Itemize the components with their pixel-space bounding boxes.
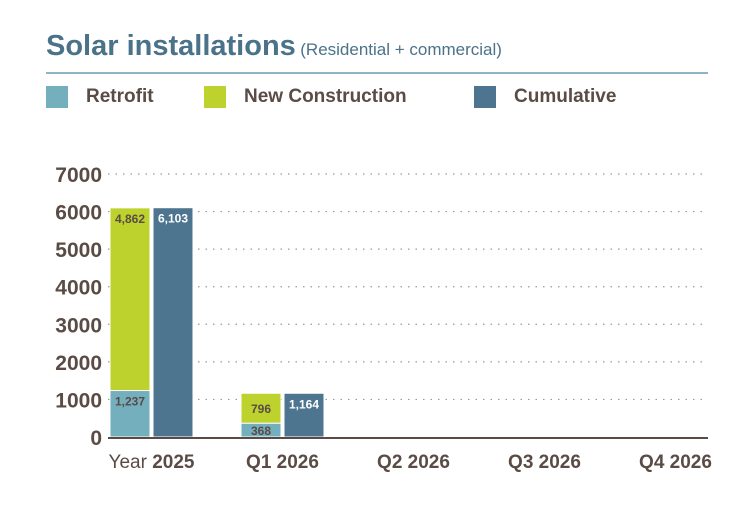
x-tick-prefix: Q3 — [508, 452, 539, 473]
bar-new-construction — [240, 392, 282, 424]
y-tick-label: 3000 — [55, 314, 102, 337]
bar-cumulative — [152, 207, 194, 438]
x-tick-label: Q3 2026 — [508, 452, 581, 473]
y-tick-label: 2000 — [55, 352, 102, 375]
x-tick-label: Q1 2026 — [246, 452, 319, 473]
data-label-cumulative: 1,164 — [289, 397, 319, 411]
legend-swatch-new-construction — [204, 86, 226, 108]
data-label-retrofit: 368 — [251, 424, 271, 438]
chart-subtitle: (Residential + commercial) — [300, 40, 502, 59]
chart-title-main: Solar installations — [46, 30, 296, 62]
x-tick-year: 2026 — [277, 452, 319, 473]
legend-label-new-construction: New Construction — [244, 86, 407, 107]
x-tick-label: Q4 2026 — [639, 452, 712, 473]
legend-swatch-retrofit — [46, 86, 68, 108]
x-tick-year: 2026 — [670, 452, 712, 473]
legend-swatch-cumulative — [474, 86, 496, 108]
legend-label-cumulative: Cumulative — [514, 86, 617, 107]
bar-new-construction — [109, 207, 151, 392]
y-tick-label: 0 — [90, 427, 102, 450]
x-tick-prefix: Q1 — [246, 452, 277, 473]
x-tick-prefix: Year — [109, 452, 153, 473]
x-tick-prefix: Q2 — [377, 452, 408, 473]
data-label-cumulative: 6,103 — [158, 212, 188, 226]
legend-label-retrofit: Retrofit — [86, 86, 154, 107]
y-tick-label: 1000 — [55, 389, 102, 412]
legend-item-cumulative: Cumulative — [474, 86, 616, 108]
x-tick-year: 2026 — [539, 452, 581, 473]
x-tick-label: Q2 2026 — [377, 452, 450, 473]
data-label-new-construction: 796 — [251, 402, 271, 416]
bar-cumulative — [283, 392, 325, 438]
y-tick-label: 5000 — [55, 239, 102, 262]
x-tick-prefix: Q4 — [639, 452, 670, 473]
y-tick-label: 7000 — [55, 164, 102, 187]
chart-title: Solar installations (Residential + comme… — [46, 30, 502, 63]
legend-item-retrofit: Retrofit — [46, 86, 154, 108]
data-label-retrofit: 1,237 — [115, 395, 145, 409]
y-tick-label: 4000 — [55, 277, 102, 300]
x-tick-label: Year 2025 — [109, 452, 195, 473]
y-tick-label: 6000 — [55, 202, 102, 225]
data-label-new-construction: 4,862 — [115, 212, 145, 226]
title-divider — [46, 72, 708, 74]
x-tick-year: 2025 — [152, 452, 195, 473]
x-tick-year: 2026 — [408, 452, 450, 473]
legend-item-new-construction: New Construction — [204, 86, 407, 108]
